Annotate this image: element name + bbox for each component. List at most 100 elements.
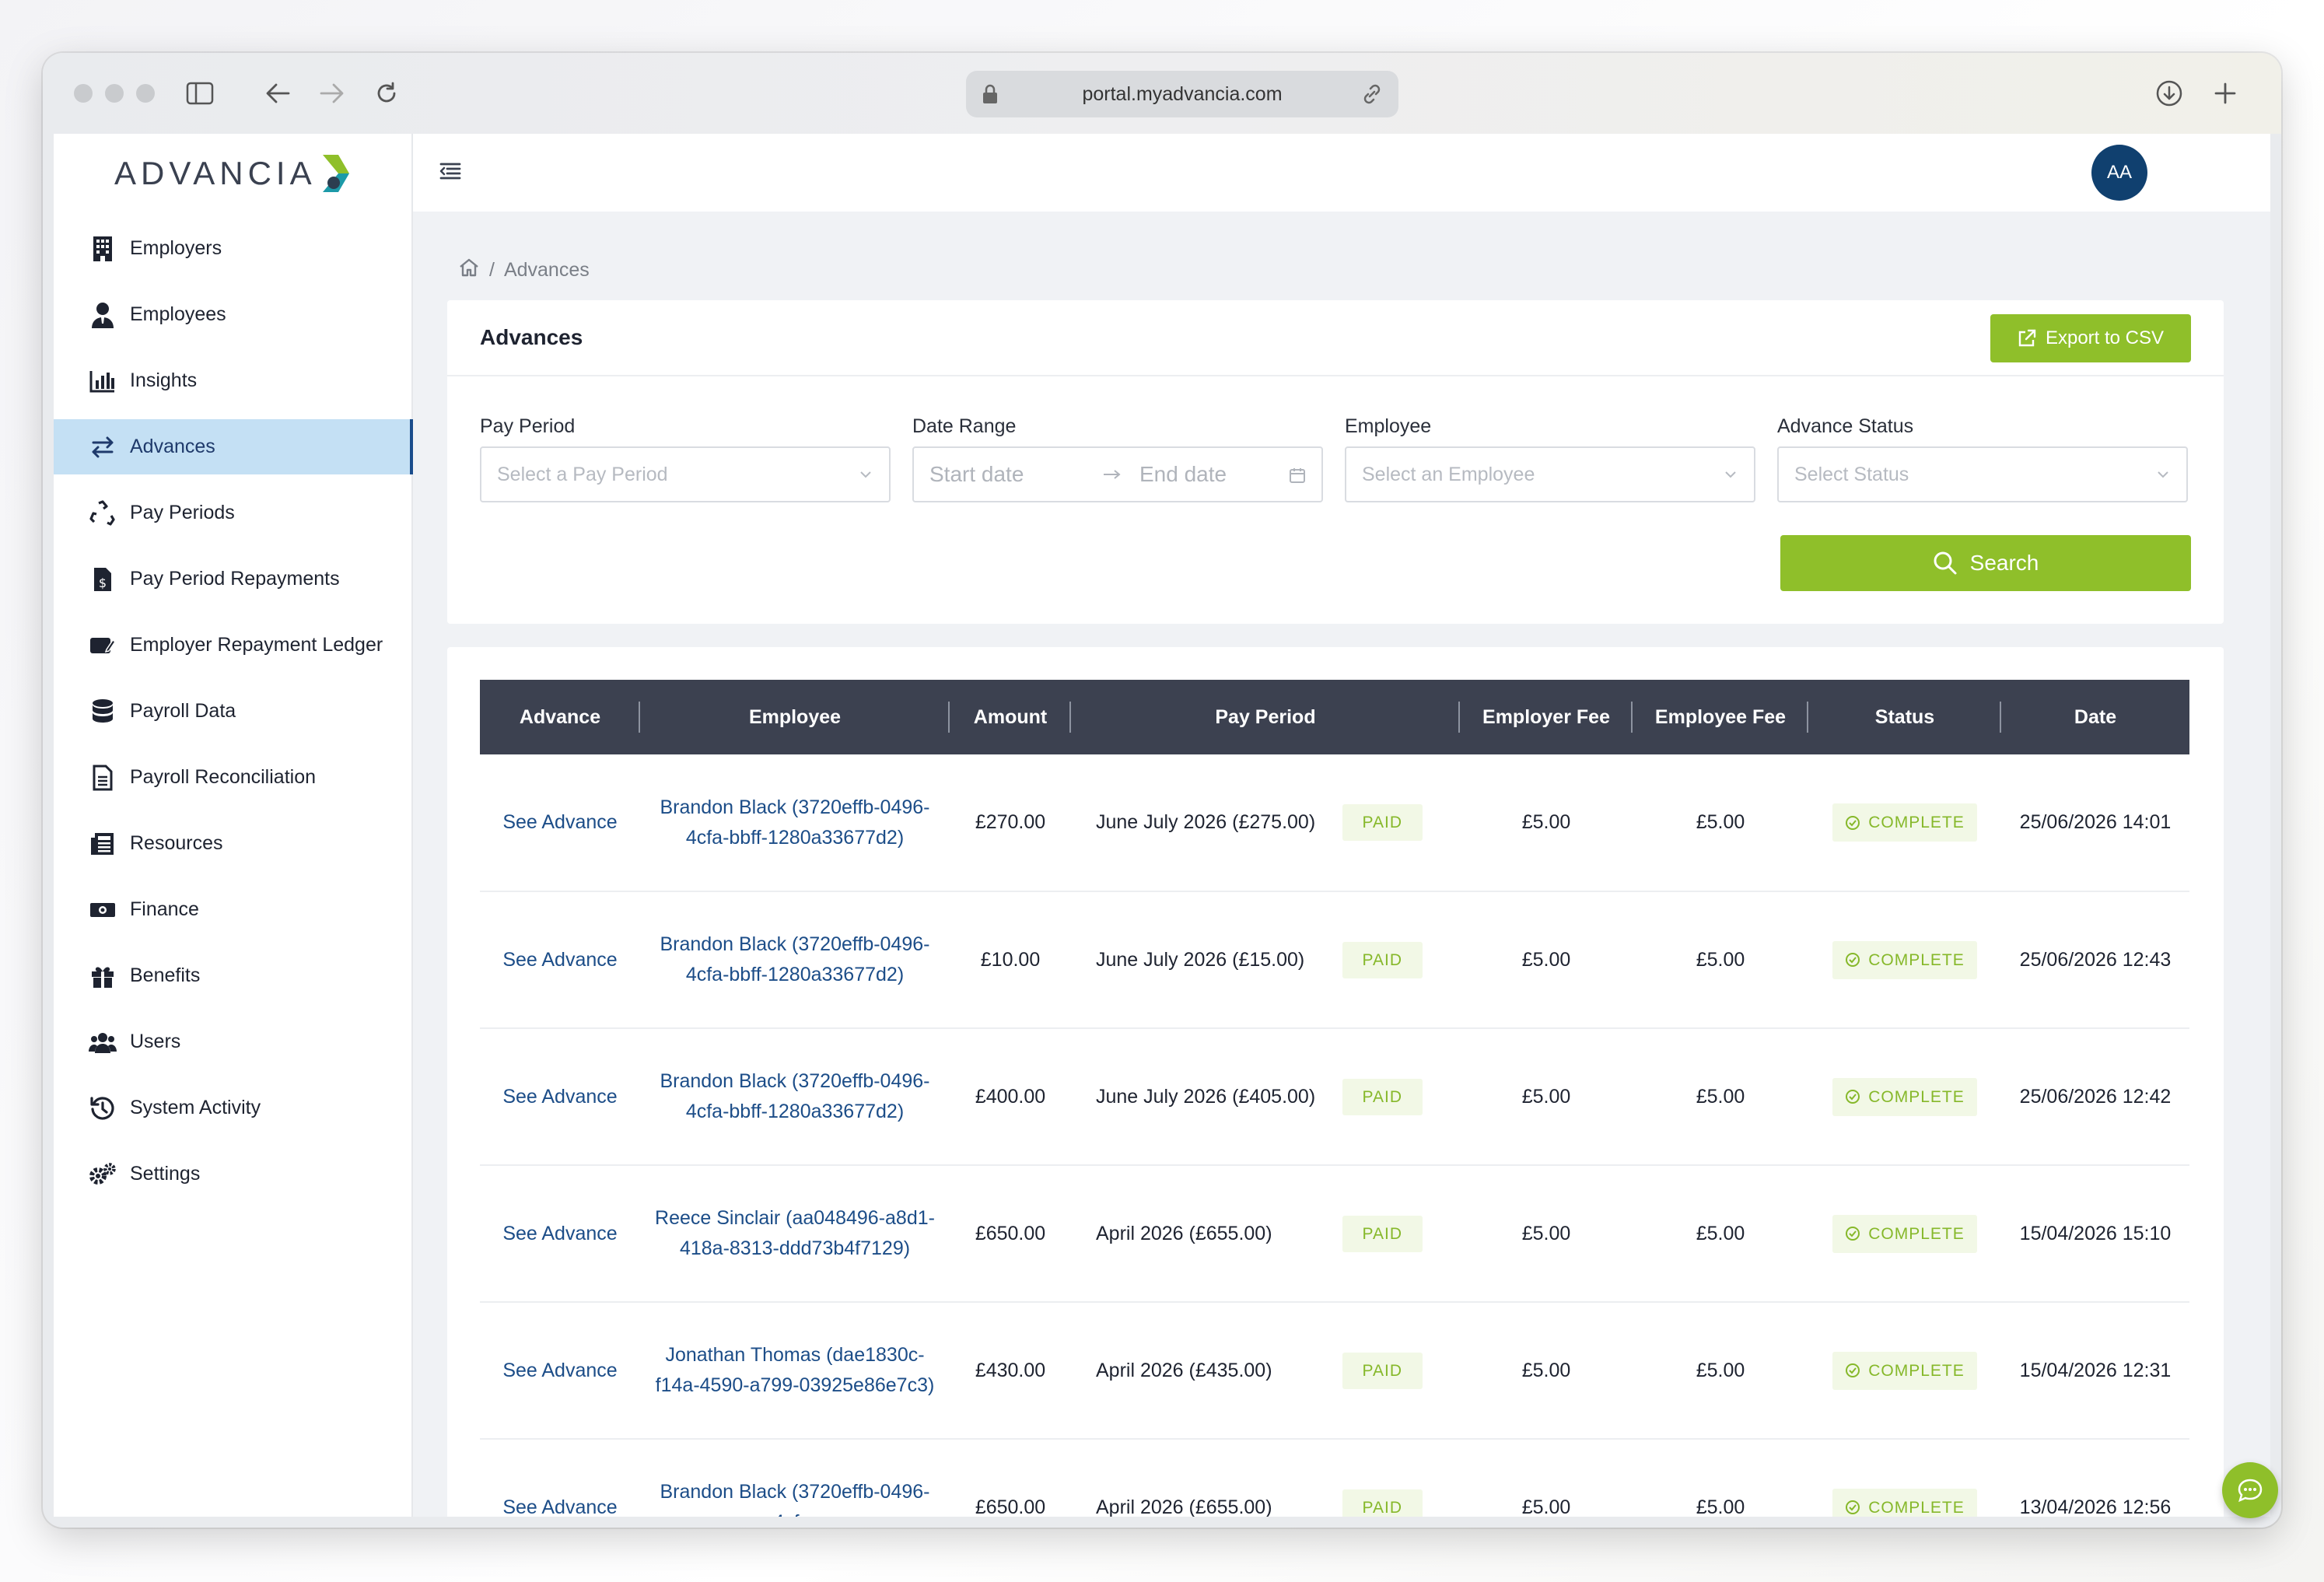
column-header-employee-fee[interactable]: Employee Fee: [1633, 680, 1808, 754]
employer-fee-cell: £5.00: [1521, 1359, 1571, 1381]
new-tab-plus-icon[interactable]: [2208, 76, 2242, 110]
employee-link[interactable]: Jonathan Thomas (dae1830c-f14a-4590-a799…: [655, 1344, 935, 1396]
column-header-pay-period[interactable]: Pay Period: [1071, 680, 1460, 754]
check-circle-icon: [1846, 1227, 1860, 1241]
start-date-input[interactable]: Start date: [929, 462, 1024, 486]
sidebar-item-advances[interactable]: Advances: [54, 419, 413, 474]
column-header-advance[interactable]: Advance: [480, 680, 640, 754]
sidebar-item-employees[interactable]: Employees: [54, 287, 413, 342]
sidebar-item-finance[interactable]: Finance: [54, 882, 413, 937]
table-row: See Advance Brandon Black (3720effb-0496…: [480, 1439, 2189, 1517]
employee-link[interactable]: Brandon Black (3720effb-0496-4cfa-bbff-1…: [660, 1070, 930, 1122]
sidebar-item-payroll-data[interactable]: Payroll Data: [54, 684, 413, 739]
pay-period-cell: June July 2026 (£405.00) PAID: [1071, 1028, 1460, 1165]
pay-period-filter: Pay Period Select a Pay Period: [480, 415, 891, 502]
chat-support-button[interactable]: [2222, 1462, 2278, 1518]
status-badge: COMPLETE: [1832, 1214, 1977, 1253]
sidebar-item-system-activity[interactable]: System Activity: [54, 1080, 413, 1136]
minimize-window-button[interactable]: [105, 84, 124, 103]
see-advance-link[interactable]: See Advance: [502, 948, 618, 971]
see-advance-link[interactable]: See Advance: [502, 1222, 618, 1244]
employee-link[interactable]: Brandon Black (3720effb-0496-4cfa-bbff-1…: [660, 933, 930, 985]
user-avatar[interactable]: AA: [2091, 145, 2147, 201]
sidebar-item-employer-repayment-ledger[interactable]: Employer Repayment Ledger: [54, 618, 413, 673]
newspaper-icon: [88, 829, 117, 859]
status-badge: COMPLETE: [1832, 803, 1977, 842]
status-cell: COMPLETE: [1808, 754, 2001, 891]
pay-period-cell: April 2026 (£655.00) PAID: [1071, 1165, 1460, 1302]
advance-status-label: Advance Status: [1777, 415, 1914, 437]
link-icon[interactable]: [1361, 83, 1383, 110]
employer-fee-cell: £5.00: [1521, 1496, 1571, 1517]
employee-link[interactable]: Brandon Black (3720effb-0496-4cfa-bbff-1…: [660, 796, 930, 849]
table-row: See Advance Brandon Black (3720effb-0496…: [480, 1028, 2189, 1165]
breadcrumb: / Advances: [458, 258, 590, 282]
status-badge: COMPLETE: [1832, 1351, 1977, 1390]
employee-link[interactable]: Reece Sinclair (aa048496-a8d1-418a-8313-…: [655, 1207, 935, 1259]
users-icon: [88, 1027, 117, 1057]
sidebar-item-resources[interactable]: Resources: [54, 816, 413, 871]
sidebar-item-benefits[interactable]: Benefits: [54, 948, 413, 1003]
download-icon[interactable]: [2152, 76, 2186, 110]
search-button[interactable]: Search: [1780, 535, 2191, 591]
date-range-picker[interactable]: Start date End date: [912, 446, 1323, 502]
forward-arrow-icon[interactable]: [315, 76, 349, 110]
pay-period-cell: April 2026 (£435.00) PAID: [1071, 1302, 1460, 1439]
column-header-status[interactable]: Status: [1808, 680, 2001, 754]
top-bar: AA: [413, 134, 2270, 212]
pay-period-select[interactable]: Select a Pay Period: [480, 446, 891, 502]
sidebar-item-label: Pay Periods: [130, 502, 235, 523]
sidebar-nav: Employers Employees Insights Advances Pa…: [54, 221, 413, 1213]
sidebar-toggle-icon[interactable]: [183, 76, 217, 110]
status-text: COMPLETE: [1868, 1361, 1965, 1380]
home-icon[interactable]: [458, 257, 480, 283]
employee-link[interactable]: Brandon Black (3720effb-0496-4cfa-: [660, 1481, 930, 1517]
svg-text:$: $: [99, 576, 107, 590]
amount-cell: £10.00: [980, 948, 1041, 971]
column-header-employee[interactable]: Employee: [640, 680, 950, 754]
sidebar-item-users[interactable]: Users: [54, 1014, 413, 1069]
menu-collapse-icon[interactable]: [436, 157, 464, 185]
maximize-window-button[interactable]: [136, 84, 155, 103]
status-badge: COMPLETE: [1832, 940, 1977, 979]
advance-status-filter: Advance Status Select Status: [1777, 415, 2188, 502]
advance-status-select[interactable]: Select Status: [1777, 446, 2188, 502]
sidebar-item-label: Pay Period Repayments: [130, 568, 340, 590]
sidebar-item-insights[interactable]: Insights: [54, 353, 413, 408]
invoice-dollar-icon: $: [88, 565, 117, 594]
advancia-logo[interactable]: ADVANCIA: [114, 146, 354, 201]
column-header-employer-fee[interactable]: Employer Fee: [1460, 680, 1633, 754]
sidebar-item-settings[interactable]: Settings: [54, 1146, 413, 1202]
employee-fee-cell: £5.00: [1696, 948, 1745, 971]
export-csv-button[interactable]: Export to CSV: [1990, 314, 2191, 362]
end-date-input[interactable]: End date: [1139, 462, 1227, 486]
address-bar[interactable]: portal.myadvancia.com: [966, 71, 1398, 117]
see-advance-link[interactable]: See Advance: [502, 1496, 618, 1517]
close-window-button[interactable]: [74, 84, 93, 103]
recycle-icon: [88, 499, 117, 528]
employee-filter: Employee Select an Employee: [1345, 415, 1755, 502]
sidebar-item-pay-period-repayments[interactable]: $ Pay Period Repayments: [54, 551, 413, 607]
status-text: COMPLETE: [1868, 1087, 1965, 1106]
money-check-icon: [88, 631, 117, 660]
export-csv-label: Export to CSV: [2045, 327, 2165, 348]
status-text: COMPLETE: [1868, 1224, 1965, 1243]
sidebar-item-payroll-reconciliation[interactable]: Payroll Reconciliation: [54, 750, 413, 805]
database-icon: [88, 697, 117, 726]
advances-table-card: Advance Employee Amount Pay Period Emplo…: [447, 647, 2224, 1517]
column-header-date[interactable]: Date: [2074, 705, 2117, 728]
sidebar-item-pay-periods[interactable]: Pay Periods: [54, 485, 413, 541]
pay-period-text: April 2026 (£655.00): [1096, 1222, 1272, 1244]
employee-select[interactable]: Select an Employee: [1345, 446, 1755, 502]
column-header-amount[interactable]: Amount: [950, 680, 1071, 754]
browser-toolbar: portal.myadvancia.com: [43, 53, 2281, 134]
reload-icon[interactable]: [369, 76, 404, 110]
date-cell: 15/04/2026 15:10: [2019, 1222, 2172, 1244]
see-advance-link[interactable]: See Advance: [502, 1359, 618, 1381]
see-advance-link[interactable]: See Advance: [502, 1085, 618, 1108]
sidebar-item-employers[interactable]: Employers: [54, 221, 413, 276]
see-advance-link[interactable]: See Advance: [502, 811, 618, 833]
pay-period-cell: June July 2026 (£15.00) PAID: [1071, 891, 1460, 1028]
paid-badge: PAID: [1342, 1078, 1423, 1115]
back-arrow-icon[interactable]: [261, 76, 295, 110]
